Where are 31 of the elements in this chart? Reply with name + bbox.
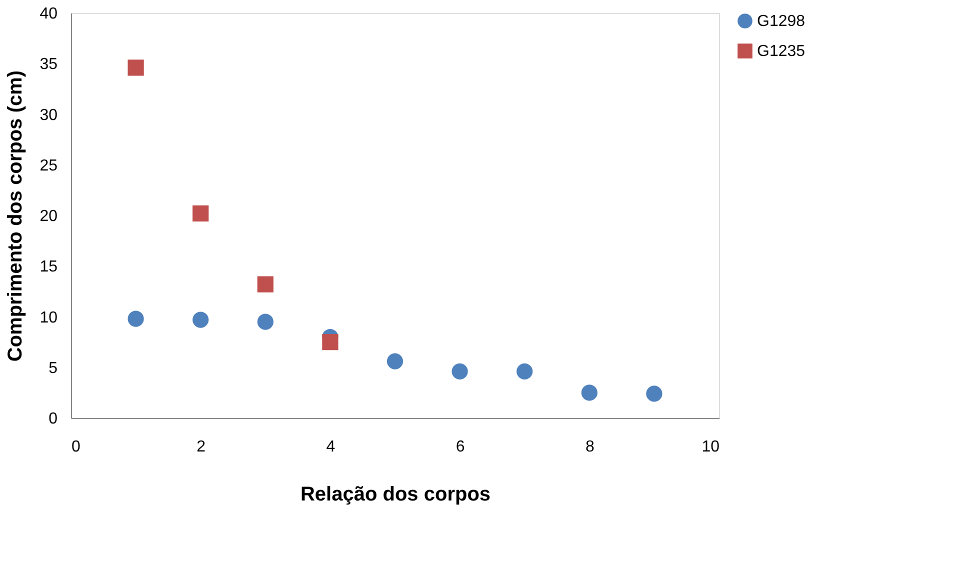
- y-tick-label: 40: [40, 6, 58, 22]
- point: [128, 60, 144, 76]
- y-tick-label: 0: [48, 410, 58, 428]
- x-tick-label: 8: [585, 438, 594, 456]
- point: [128, 310, 144, 327]
- point: [452, 363, 468, 380]
- y-tick-label: 20: [40, 208, 58, 225]
- x-tick-label: 0: [72, 438, 80, 456]
- y-tick-label: 30: [40, 106, 58, 124]
- point: [322, 334, 338, 350]
- x-tick-label: 6: [456, 438, 465, 456]
- point: [581, 384, 598, 401]
- x-tick-label: 2: [196, 438, 206, 456]
- point: [192, 312, 209, 328]
- y-tick-label: 5: [48, 360, 58, 377]
- legend-label: G1298: [757, 13, 806, 30]
- y-tick-label: 35: [40, 56, 58, 74]
- y-axis-title: Comprimento dos corpos (cm): [4, 70, 27, 362]
- legend-label: G1235: [757, 43, 806, 60]
- y-tick-label: 10: [40, 309, 58, 326]
- point: [646, 386, 662, 402]
- point: [386, 353, 404, 370]
- x-tick-label: 4: [326, 438, 336, 456]
- point: [257, 314, 274, 330]
- point: [192, 205, 209, 222]
- point: [257, 276, 274, 292]
- y-tick-label: 15: [40, 258, 58, 276]
- x-tick-label: 10: [702, 438, 720, 456]
- point: [516, 363, 533, 380]
- y-tick-label: 25: [40, 157, 58, 174]
- x-axis-title: Relação dos corpos: [300, 484, 491, 506]
